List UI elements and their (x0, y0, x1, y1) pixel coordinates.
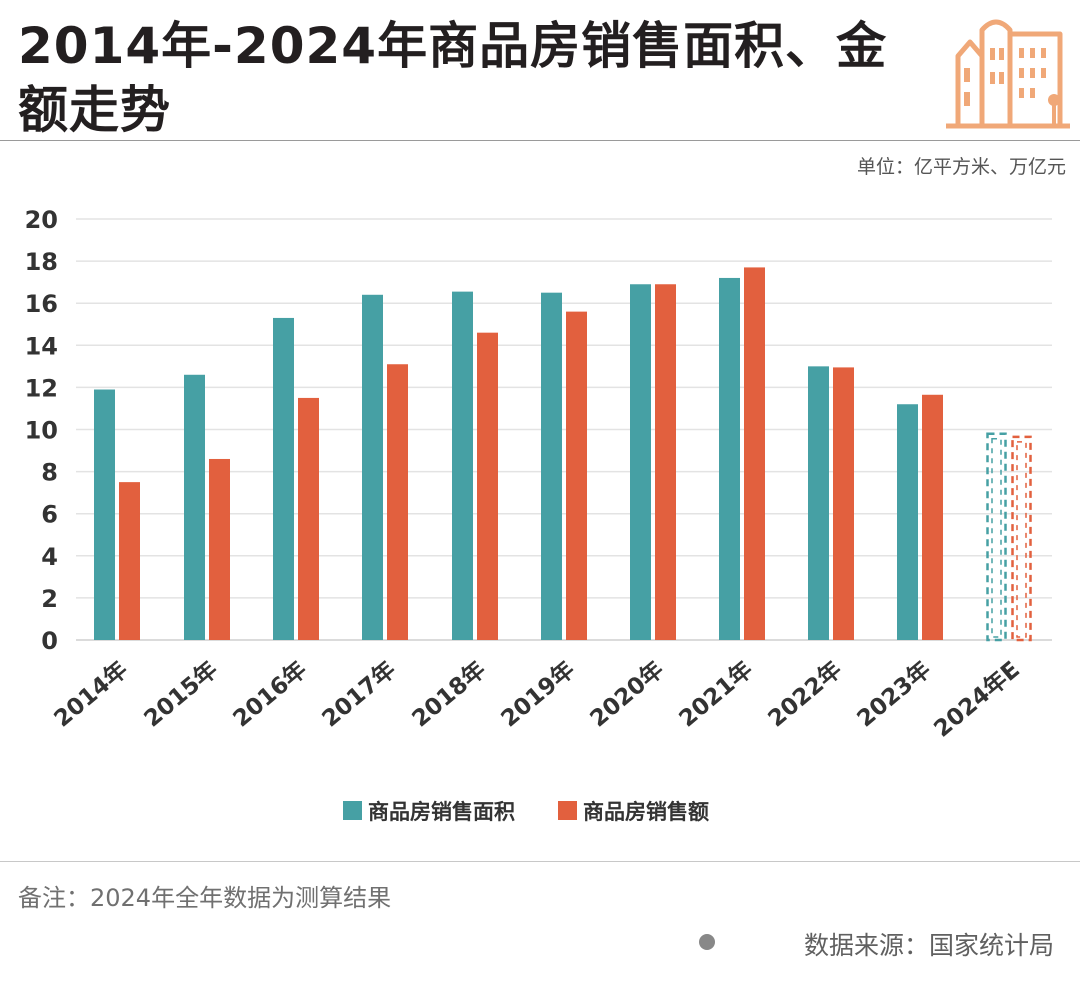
bar-amount (1011, 435, 1032, 642)
y-tick-label: 20 (25, 206, 58, 234)
y-tick-label: 6 (41, 501, 58, 529)
x-tick-label: 2020年 (585, 656, 669, 733)
bar-amount (566, 311, 587, 640)
bar-area (94, 389, 115, 640)
x-tick-label: 2024年E (929, 656, 1025, 743)
bar-area (362, 294, 383, 640)
unit-label: 单位：亿平方米、万亿元 (856, 156, 1066, 178)
x-tick-label: 2015年 (139, 656, 223, 733)
x-tick-label: 2023年 (852, 656, 936, 733)
bar-amount (477, 332, 498, 640)
bar-amount (922, 394, 943, 640)
footnote: 备注：2024年全年数据为测算结果 (18, 884, 392, 912)
bar-area (630, 284, 651, 640)
y-tick-label: 4 (41, 543, 58, 571)
x-tick-label: 2017年 (317, 656, 401, 733)
bar-amount (655, 284, 676, 640)
x-tick-label: 2022年 (763, 656, 847, 733)
x-tick-label: 2016年 (228, 656, 312, 733)
bar-area (273, 317, 294, 640)
data-source: 数据来源：国家统计局 (803, 931, 1054, 960)
bar-area (719, 277, 740, 640)
y-tick-label: 16 (25, 290, 58, 318)
y-tick-label: 8 (41, 459, 58, 487)
bar-amount (298, 397, 319, 640)
bar-amount (119, 482, 140, 640)
bar-area (808, 366, 829, 640)
x-tick-label: 2021年 (674, 656, 758, 733)
y-tick-label: 2 (41, 585, 58, 613)
y-tick-label: 10 (25, 417, 58, 445)
bar-amount (744, 267, 765, 640)
footer-divider (0, 861, 1080, 862)
bar-amount (833, 367, 854, 640)
x-tick-label: 2019年 (496, 656, 580, 733)
dot-icon (699, 934, 715, 950)
y-tick-label: 14 (25, 332, 58, 360)
bar-area (452, 291, 473, 640)
bar-area (541, 292, 562, 640)
legend-swatch (343, 801, 362, 820)
y-tick-label: 18 (25, 248, 58, 276)
bar-estimate-inner (991, 437, 1002, 638)
bar-estimate-inner (1016, 441, 1027, 638)
bar-amount (209, 458, 230, 640)
bar-area (184, 374, 205, 640)
y-tick-label: 0 (41, 627, 58, 655)
bar-area (986, 432, 1007, 642)
legend-label: 商品房销售面积 (368, 800, 515, 824)
x-tick-label: 2018年 (407, 656, 491, 733)
y-tick-label: 12 (25, 374, 58, 402)
bar-amount (387, 364, 408, 640)
legend-label: 商品房销售额 (583, 800, 709, 824)
bar-area (897, 404, 918, 640)
legend-swatch (558, 801, 577, 820)
chart-title: 2014年-2024年商品房销售面积、金额走势 (18, 17, 888, 139)
title-divider (0, 140, 1080, 141)
x-tick-label: 2014年 (49, 656, 133, 733)
city-buildings-icon (946, 19, 1070, 129)
